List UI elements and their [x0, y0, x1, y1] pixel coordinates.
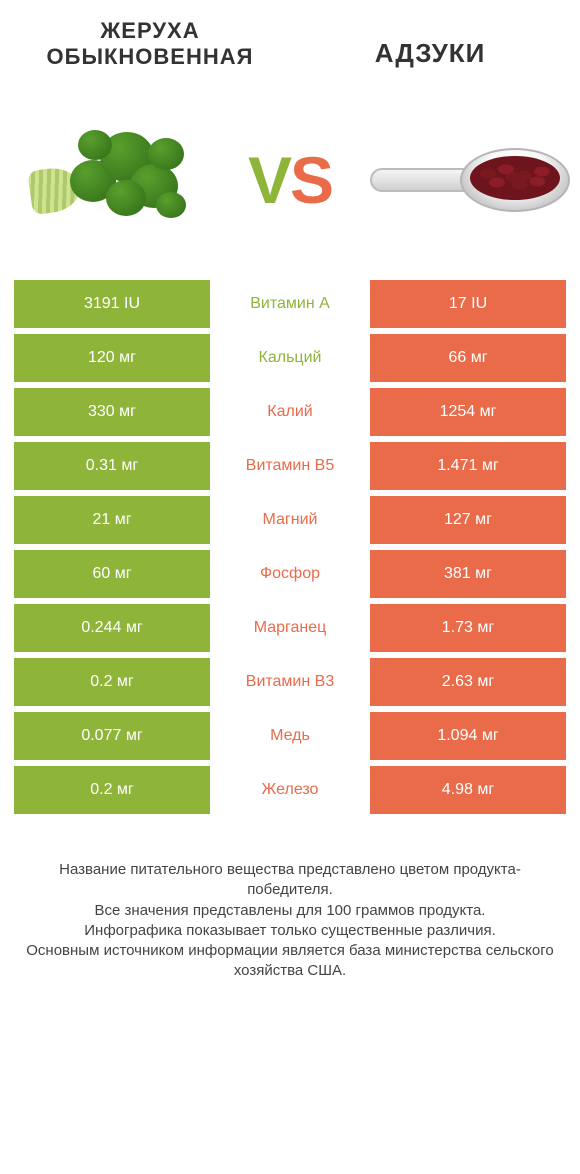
table-row: 3191 IUВитамин A17 IU	[14, 280, 566, 328]
value-right: 381 мг	[370, 550, 566, 598]
table-row: 60 мгФосфор381 мг	[14, 550, 566, 598]
value-right: 4.98 мг	[370, 766, 566, 814]
value-right: 127 мг	[370, 496, 566, 544]
title-left: ЖЕРУХА ОБЫКНОВЕННАЯ	[10, 18, 290, 71]
vs-s: S	[290, 143, 332, 217]
value-right: 1.094 мг	[370, 712, 566, 760]
value-left: 60 мг	[14, 550, 210, 598]
vs-v: V	[248, 143, 290, 217]
footer-line: Основным источником информации является …	[20, 941, 560, 982]
nutrient-label: Фосфор	[210, 550, 370, 598]
hero-row: VS	[0, 110, 580, 280]
nutrient-label: Медь	[210, 712, 370, 760]
table-row: 330 мгКалий1254 мг	[14, 388, 566, 436]
value-left: 0.31 мг	[14, 442, 210, 490]
nutrient-label: Калий	[210, 388, 370, 436]
table-row: 0.244 мгМарганец1.73 мг	[14, 604, 566, 652]
adzuki-spoon-icon	[370, 140, 570, 220]
footer-notes: Название питательного вещества представл…	[0, 820, 580, 982]
table-row: 0.31 мгВитамин B51.471 мг	[14, 442, 566, 490]
header: ЖЕРУХА ОБЫКНОВЕННАЯ АДЗУКИ	[0, 0, 580, 110]
vs-label: VS	[248, 142, 332, 218]
value-left: 0.2 мг	[14, 766, 210, 814]
value-right: 1254 мг	[370, 388, 566, 436]
nutrient-label: Витамин B5	[210, 442, 370, 490]
footer-line: Инфографика показывает только существенн…	[20, 921, 560, 941]
value-left: 0.244 мг	[14, 604, 210, 652]
footer-line: Название питательного вещества представл…	[20, 860, 560, 901]
comparison-table: 3191 IUВитамин A17 IU 120 мгКальций66 мг 3…	[0, 280, 580, 814]
table-row: 21 мгМагний127 мг	[14, 496, 566, 544]
table-row: 120 мгКальций66 мг	[14, 334, 566, 382]
nutrient-label: Витамин A	[210, 280, 370, 328]
nutrient-label: Кальций	[210, 334, 370, 382]
value-left: 330 мг	[14, 388, 210, 436]
value-right: 2.63 мг	[370, 658, 566, 706]
value-left: 0.077 мг	[14, 712, 210, 760]
value-left: 120 мг	[14, 334, 210, 382]
value-left: 21 мг	[14, 496, 210, 544]
product-image-right	[370, 120, 570, 240]
value-right: 1.471 мг	[370, 442, 566, 490]
nutrient-label: Марганец	[210, 604, 370, 652]
nutrient-label: Магний	[210, 496, 370, 544]
value-right: 66 мг	[370, 334, 566, 382]
nutrient-label: Железо	[210, 766, 370, 814]
table-row: 0.077 мгМедь1.094 мг	[14, 712, 566, 760]
title-right: АДЗУКИ	[290, 18, 570, 69]
nutrient-label: Витамин B3	[210, 658, 370, 706]
value-right: 17 IU	[370, 280, 566, 328]
watercress-icon	[30, 120, 190, 240]
value-right: 1.73 мг	[370, 604, 566, 652]
value-left: 0.2 мг	[14, 658, 210, 706]
footer-line: Все значения представлены для 100 граммо…	[20, 901, 560, 921]
value-left: 3191 IU	[14, 280, 210, 328]
table-row: 0.2 мгЖелезо4.98 мг	[14, 766, 566, 814]
table-row: 0.2 мгВитамин B32.63 мг	[14, 658, 566, 706]
product-image-left	[10, 120, 210, 240]
